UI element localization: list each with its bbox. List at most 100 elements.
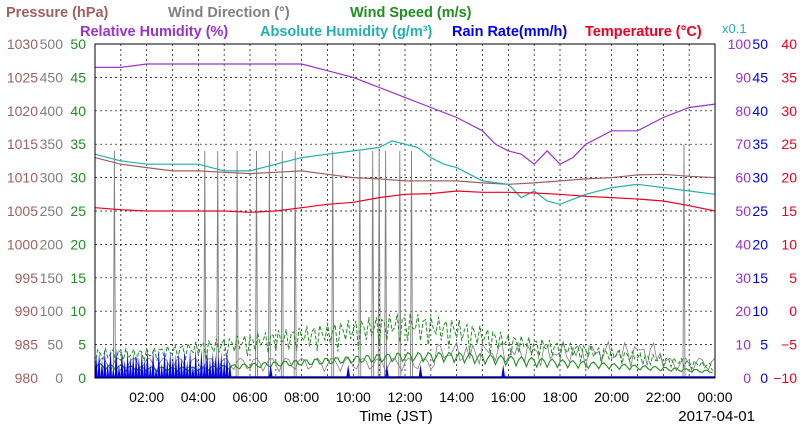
tick-label-rain-rate: 0 (760, 370, 768, 386)
x-tick-label: 20:00 (594, 389, 629, 405)
tick-label-relative-humidity: 50 (735, 203, 751, 219)
tick-label-wind-direction: 50 (47, 337, 63, 353)
rain-rate-mark (145, 348, 149, 378)
tick-label-pressure: 1000 (7, 236, 38, 252)
rain-rate-mark (346, 364, 351, 378)
tick-label-relative-humidity: 100 (728, 36, 752, 52)
rain-rate-mark (114, 348, 118, 378)
rain-rate-mark (137, 356, 141, 378)
x-tick-label: 06:00 (232, 389, 267, 405)
rain-rate-mark (120, 348, 124, 378)
rain-rate-mark (100, 359, 104, 378)
rain-rate-mark (194, 348, 198, 378)
wind-direction-spike (216, 150, 220, 379)
tick-label-wind-direction: 150 (40, 270, 64, 286)
rain-rate-mark (171, 355, 175, 378)
tick-label-wind-speed: 25 (70, 203, 86, 219)
tick-label-rain-rate: 50 (752, 36, 768, 52)
tick-label-temperature: 20 (781, 170, 797, 186)
tick-label-temperature: 35 (781, 69, 797, 85)
x-tick-label: 16:00 (491, 389, 526, 405)
wind-direction-spike (293, 150, 297, 379)
tick-label-pressure: 1005 (7, 203, 38, 219)
rain-rate-mark (205, 349, 209, 378)
tick-label-rain-rate: 20 (752, 236, 768, 252)
tick-label-wind-speed: 10 (70, 303, 86, 319)
tick-label-rain-rate: 40 (752, 103, 768, 119)
wind-direction-spike (331, 150, 335, 379)
rain-rate-mark (214, 354, 218, 378)
rain-rate-mark (384, 364, 389, 378)
rain-rate-mark (168, 351, 172, 378)
header-temperature: Temperature (°C) (585, 24, 702, 40)
rain-rate-mark (128, 356, 132, 378)
grid (95, 44, 715, 378)
tick-label-wind-direction: 400 (40, 103, 64, 119)
series-wind-direction (94, 340, 716, 374)
tick-label-relative-humidity: 20 (735, 303, 751, 319)
tick-label-relative-humidity: 80 (735, 103, 751, 119)
rain-rate-mark (191, 365, 195, 378)
tick-label-pressure: 980 (15, 370, 39, 386)
rain-rate-mark (177, 352, 181, 378)
tick-label-temperature: 30 (781, 103, 797, 119)
wind-direction-spike (280, 150, 284, 379)
rain-rate-mark (228, 361, 232, 378)
tick-label-rain-rate: 5 (760, 337, 768, 353)
left-axes: 9809859909951000100510101015102010251030… (7, 36, 86, 386)
rain-rate-mark (148, 364, 152, 378)
series-pressure (94, 157, 716, 185)
tick-label-relative-humidity: 40 (735, 236, 751, 252)
series-wind-speed (94, 351, 713, 374)
rain-rate-mark (109, 348, 112, 378)
rain-rate-mark (174, 353, 178, 378)
rain-rate-mark (94, 355, 98, 378)
tick-label-relative-humidity: 60 (735, 170, 751, 186)
rain-rate-mark (160, 363, 164, 378)
rain-rate-mark (188, 348, 192, 378)
tick-label-rain-rate: 45 (752, 69, 768, 85)
rain-rate-mark (208, 358, 212, 378)
rain-rate-mark (418, 364, 423, 378)
rain-rate-mark (154, 367, 158, 378)
tick-label-temperature: 25 (781, 136, 797, 152)
tick-label-relative-humidity: 0 (743, 370, 751, 386)
tick-label-pressure: 1010 (7, 170, 38, 186)
rain-rate-mark (131, 353, 135, 378)
rain-rate-mark (197, 366, 201, 378)
tick-label-pressure: 990 (15, 303, 39, 319)
rain-rate-mark (217, 354, 220, 378)
tick-label-pressure: 1020 (7, 103, 38, 119)
tick-label-relative-humidity: 90 (735, 69, 751, 85)
tick-label-temperature: 0 (789, 303, 797, 319)
tick-label-wind-speed: 40 (70, 103, 86, 119)
rain-rate-mark (268, 364, 273, 378)
tick-label-temperature: 5 (789, 270, 797, 286)
tick-label-wind-direction: 200 (40, 236, 64, 252)
wind-direction-spike (371, 150, 375, 379)
rain-rate-mark (126, 350, 130, 378)
multiplier-note: x0.1 (722, 21, 747, 36)
rain-rate-mark (219, 351, 223, 378)
header-wind-speed: Wind Speed (m/s) (350, 5, 472, 21)
wind-direction-spike (682, 144, 686, 379)
wind-direction-spike (384, 150, 388, 379)
rain-rate-mark (103, 349, 107, 378)
tick-label-wind-direction: 350 (40, 136, 64, 152)
tick-label-wind-speed: 20 (70, 236, 86, 252)
x-tick-label: 18:00 (542, 389, 577, 405)
right-axes: 0102030405060708090100051015202530354045… (728, 36, 798, 386)
tick-label-wind-speed: 0 (78, 370, 86, 386)
series-relative-humidity (95, 63, 716, 166)
tick-label-relative-humidity: 70 (735, 136, 751, 152)
wind-direction-spike (203, 150, 207, 379)
rain-rate-mark (143, 360, 147, 378)
x-tick-label: 22:00 (646, 389, 681, 405)
wind-direction-spike (398, 150, 402, 379)
rain-rate-mark (222, 357, 226, 378)
header-relative-humidity: Relative Humidity (%) (80, 24, 228, 40)
tick-label-wind-speed: 35 (70, 136, 86, 152)
rain-rate-mark (225, 349, 229, 378)
tick-label-wind-speed: 45 (70, 69, 86, 85)
rain-rate-mark (157, 348, 161, 378)
